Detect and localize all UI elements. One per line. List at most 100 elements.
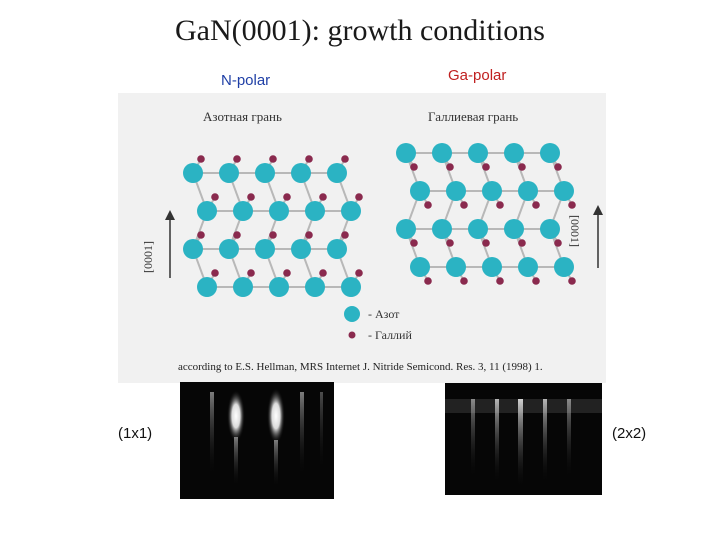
gallium-atom <box>568 277 576 285</box>
gallium-atom <box>532 277 540 285</box>
nitrogen-atom <box>482 181 502 201</box>
gallium-atom <box>197 155 205 163</box>
nitrogen-atom <box>446 257 466 277</box>
gallium-atom <box>518 239 526 247</box>
n-face-heading: Азотная грань <box>203 109 282 124</box>
n-polar-label: N-polar <box>221 72 271 89</box>
nitrogen-atom <box>540 219 560 239</box>
nitrogen-atom <box>197 201 217 221</box>
rheed-streak <box>495 399 499 484</box>
nitrogen-atom <box>432 143 452 163</box>
gallium-atom <box>496 201 504 209</box>
gallium-atom <box>341 231 349 239</box>
gallium-atom <box>233 231 241 239</box>
nitrogen-atom <box>269 201 289 221</box>
gallium-atom <box>482 163 490 171</box>
nitrogen-atom <box>327 163 347 183</box>
nitrogen-atom <box>291 163 311 183</box>
rheed-pattern-1x1 <box>180 382 334 499</box>
nitrogen-atom <box>554 257 574 277</box>
gallium-atom <box>319 269 327 277</box>
gallium-atom <box>554 239 562 247</box>
rheed-streak <box>518 399 523 489</box>
nitrogen-atom <box>183 239 203 259</box>
right-axis-arrow: [0001] <box>568 205 603 268</box>
ga-polar-label: Ga-polar <box>448 67 507 84</box>
gallium-atom <box>247 269 255 277</box>
nitrogen-atom <box>219 239 239 259</box>
nitrogen-atom <box>255 239 275 259</box>
gallium-atom <box>319 193 327 201</box>
gallium-atom <box>283 193 291 201</box>
nitrogen-atom <box>255 163 275 183</box>
gallium-atom <box>355 193 363 201</box>
gallium-atom <box>197 231 205 239</box>
left-axis-arrow: [0001] <box>141 210 175 278</box>
reconstruction-2x2-label: (2x2) <box>612 425 647 442</box>
gallium-atom <box>410 239 418 247</box>
crystal-structure-figure: Азотная грань Галлиевая грань [0001] [00… <box>118 93 606 383</box>
nitrogen-atom <box>518 181 538 201</box>
gallium-atom <box>532 201 540 209</box>
gallium-atom <box>446 239 454 247</box>
gallium-atom <box>305 155 313 163</box>
legend-large-atom-icon <box>344 306 360 322</box>
nitrogen-atom <box>341 277 361 297</box>
gallium-atom <box>410 163 418 171</box>
gallium-atom <box>283 269 291 277</box>
ga-face-heading: Галлиевая грань <box>428 109 518 124</box>
legend-small-atom-label: - Галлий <box>368 328 412 342</box>
nitrogen-atom <box>468 219 488 239</box>
gallium-atom <box>305 231 313 239</box>
rheed-streak <box>227 390 245 442</box>
nitrogen-atom <box>504 219 524 239</box>
nitrogen-atom <box>432 219 452 239</box>
gallium-atom <box>424 201 432 209</box>
gallium-atom <box>233 155 241 163</box>
rheed-streak <box>267 388 285 444</box>
nitrogen-atom <box>305 277 325 297</box>
nitrogen-atom <box>396 219 416 239</box>
nitrogen-atom <box>540 143 560 163</box>
nitrogen-atom <box>197 277 217 297</box>
nitrogen-atom <box>554 181 574 201</box>
right-axis-label: [0001] <box>568 215 582 247</box>
nitrogen-atom <box>291 239 311 259</box>
nitrogen-atom <box>482 257 502 277</box>
rheed-streak <box>471 399 475 479</box>
nitrogen-atom <box>468 143 488 163</box>
rheed-pattern-2x2 <box>445 383 602 495</box>
nitrogen-atom <box>269 277 289 297</box>
rheed-streak <box>543 399 547 484</box>
nitrogen-atom <box>233 277 253 297</box>
left-axis-label: [0001] <box>141 241 155 273</box>
nitrogen-atom <box>446 181 466 201</box>
gallium-atom <box>446 163 454 171</box>
gallium-atom <box>424 277 432 285</box>
nitrogen-atom <box>233 201 253 221</box>
nitrogen-atom <box>518 257 538 277</box>
gallium-atom <box>355 269 363 277</box>
gallium-atom <box>554 163 562 171</box>
nitrogen-atom <box>396 143 416 163</box>
gallium-atom <box>460 201 468 209</box>
gallium-atom <box>247 193 255 201</box>
nitrogen-atom <box>183 163 203 183</box>
gallium-atom <box>269 231 277 239</box>
page-title: GaN(0001): growth conditions <box>175 14 545 47</box>
gallium-atom <box>460 277 468 285</box>
legend: - Азот - Галлий <box>344 306 412 342</box>
nitrogen-atom <box>305 201 325 221</box>
gallium-atom <box>518 163 526 171</box>
legend-large-atom-label: - Азот <box>368 307 400 321</box>
nitrogen-atom <box>327 239 347 259</box>
gallium-atom <box>211 269 219 277</box>
gallium-atom <box>211 193 219 201</box>
nitrogen-atom <box>219 163 239 183</box>
reconstruction-1x1-label: (1x1) <box>118 425 153 442</box>
crystal-atoms <box>183 143 576 297</box>
nitrogen-atom <box>410 257 430 277</box>
gallium-atom <box>568 201 576 209</box>
gallium-atom <box>482 239 490 247</box>
gallium-atom <box>341 155 349 163</box>
